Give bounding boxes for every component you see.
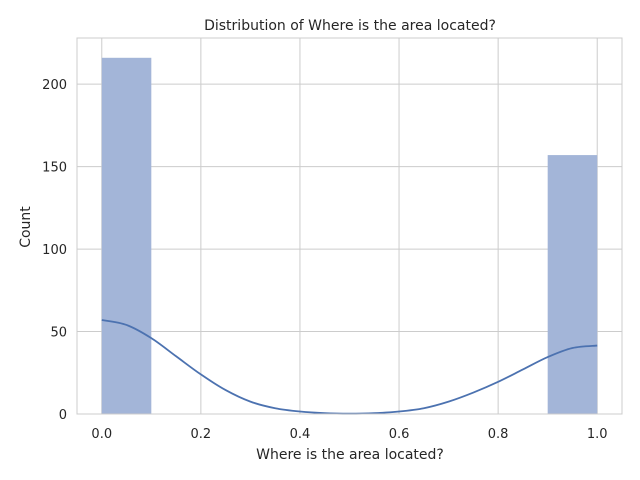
y-tick-label: 50: [50, 326, 67, 341]
x-tick-label: 0.0: [91, 427, 112, 442]
histogram-bars: [101, 57, 598, 415]
histogram-bar: [101, 57, 152, 414]
grid-lines: [77, 38, 622, 415]
y-tick-label: 150: [42, 161, 67, 176]
x-tick-labels: 0.0 0.2 0.4 0.6 0.8 1.0: [91, 427, 607, 442]
x-axis-label: Where is the area located?: [256, 447, 444, 463]
x-tick-label: 0.8: [488, 427, 509, 442]
histogram-bar: [547, 155, 598, 415]
x-tick-label: 0.2: [191, 427, 212, 442]
kde-curve-group: [101, 319, 598, 415]
y-tick-labels: 0 50 100 150 200: [42, 78, 67, 423]
x-tick-label: 1.0: [587, 427, 608, 442]
chart-title: Distribution of Where is the area locate…: [204, 18, 496, 34]
plot-frame: [76, 37, 623, 415]
y-tick-label: 200: [42, 78, 67, 93]
y-tick-label: 100: [42, 243, 67, 258]
y-tick-label: 0: [59, 408, 67, 423]
x-tick-label: 0.4: [290, 427, 311, 442]
x-tick-label: 0.6: [389, 427, 410, 442]
kde-curve: [101, 319, 598, 415]
y-axis-label: Count: [18, 206, 34, 248]
